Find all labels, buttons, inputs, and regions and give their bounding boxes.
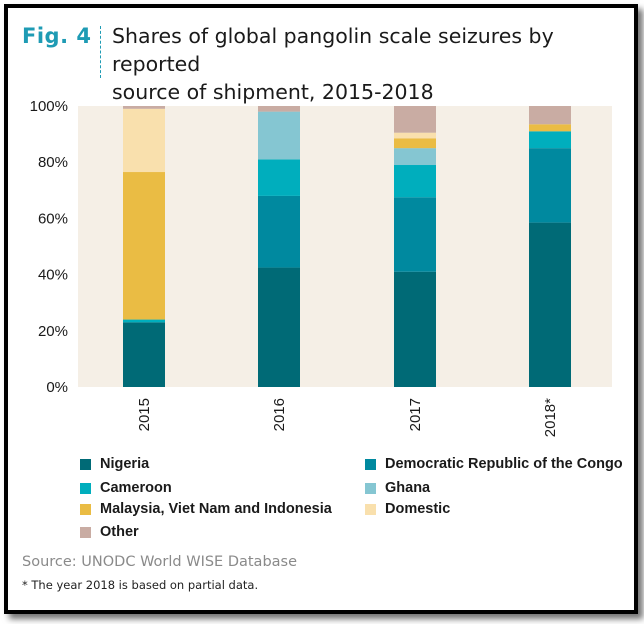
- y-tick-label: 20%: [38, 323, 68, 340]
- bar-segment: [529, 222, 571, 387]
- x-tick-label: 2015: [136, 398, 153, 431]
- y-tick-label: 100%: [30, 98, 68, 115]
- legend-item-nigeria: Nigeria: [80, 456, 149, 472]
- bar-segment: [123, 322, 165, 387]
- legend-swatch-domestic: [365, 503, 376, 515]
- chart-title-line-2: source of shipment, 2015-2018: [112, 80, 434, 104]
- legend-item-cameroon: Cameroon: [80, 480, 172, 496]
- bar-segment: [394, 271, 436, 387]
- bar-segment: [394, 138, 436, 149]
- bar-segment: [258, 267, 300, 387]
- bar-segment: [123, 108, 165, 173]
- legend-swatch-cameroon: [80, 482, 91, 494]
- y-tick-label: 0%: [46, 379, 68, 396]
- legend-swatch-malaysia-vietnam-indonesia: [80, 503, 91, 515]
- legend-label-nigeria: Nigeria: [100, 456, 150, 472]
- plot-area: [78, 106, 612, 387]
- legend-label-malaysia-vietnam-indonesia: Malaysia, Viet Nam and Indonesia: [100, 501, 332, 517]
- legend-label-other: Other: [100, 524, 139, 540]
- x-tick-label: 2017: [407, 398, 424, 431]
- bar-segment: [258, 195, 300, 268]
- bar-segment: [394, 197, 436, 272]
- chart-title-line-1: Shares of global pangolin scale seizures…: [112, 24, 554, 76]
- figure-label: Fig. 4: [22, 24, 92, 48]
- legend-item-ghana: Ghana: [365, 480, 430, 496]
- bar-segment: [394, 165, 436, 198]
- legend-swatch-ghana: [365, 482, 376, 494]
- bar-segment: [394, 148, 436, 166]
- legend-label-drc: Democratic Republic of the Congo: [385, 456, 623, 472]
- legend-item-other: Other: [80, 524, 139, 540]
- legend-swatch-drc: [365, 458, 376, 470]
- source-note: Source: UNODC World WISE Database: [22, 554, 298, 570]
- legend-swatch-other: [80, 526, 91, 538]
- legend-swatch-nigeria: [80, 458, 91, 470]
- bar-segment: [258, 111, 300, 160]
- bar-segment: [258, 106, 300, 112]
- x-tick-label: 2018*: [542, 398, 559, 437]
- bar-segment: [394, 106, 436, 133]
- bar-segment: [394, 132, 436, 139]
- x-tick-label: 2016: [271, 398, 288, 431]
- bar-segment: [529, 124, 571, 132]
- legend-label-ghana: Ghana: [385, 480, 431, 496]
- legend-item-drc: Democratic Republic of the Congo: [365, 456, 623, 472]
- y-tick-label: 40%: [38, 267, 68, 284]
- y-tick-label: 80%: [38, 154, 68, 171]
- legend-item-malaysia-vietnam-indonesia: Malaysia, Viet Nam and Indonesia: [80, 501, 332, 517]
- chart-title: Shares of global pangolin scale seizures…: [112, 22, 612, 106]
- legend-item-domestic: Domestic: [365, 501, 450, 517]
- bar-segment: [123, 106, 165, 109]
- y-tick-label: 60%: [38, 210, 68, 227]
- bar-segment: [258, 159, 300, 196]
- bar-segment: [529, 131, 571, 149]
- legend-label-domestic: Domestic: [385, 501, 451, 517]
- bar-segment: [529, 148, 571, 223]
- title-divider: [100, 26, 101, 78]
- bar-segment: [529, 106, 571, 125]
- bar-segment: [123, 172, 165, 320]
- bar-segment: [123, 319, 165, 323]
- footnote: * The year 2018 is based on partial data…: [22, 578, 259, 592]
- legend-label-cameroon: Cameroon: [100, 480, 172, 496]
